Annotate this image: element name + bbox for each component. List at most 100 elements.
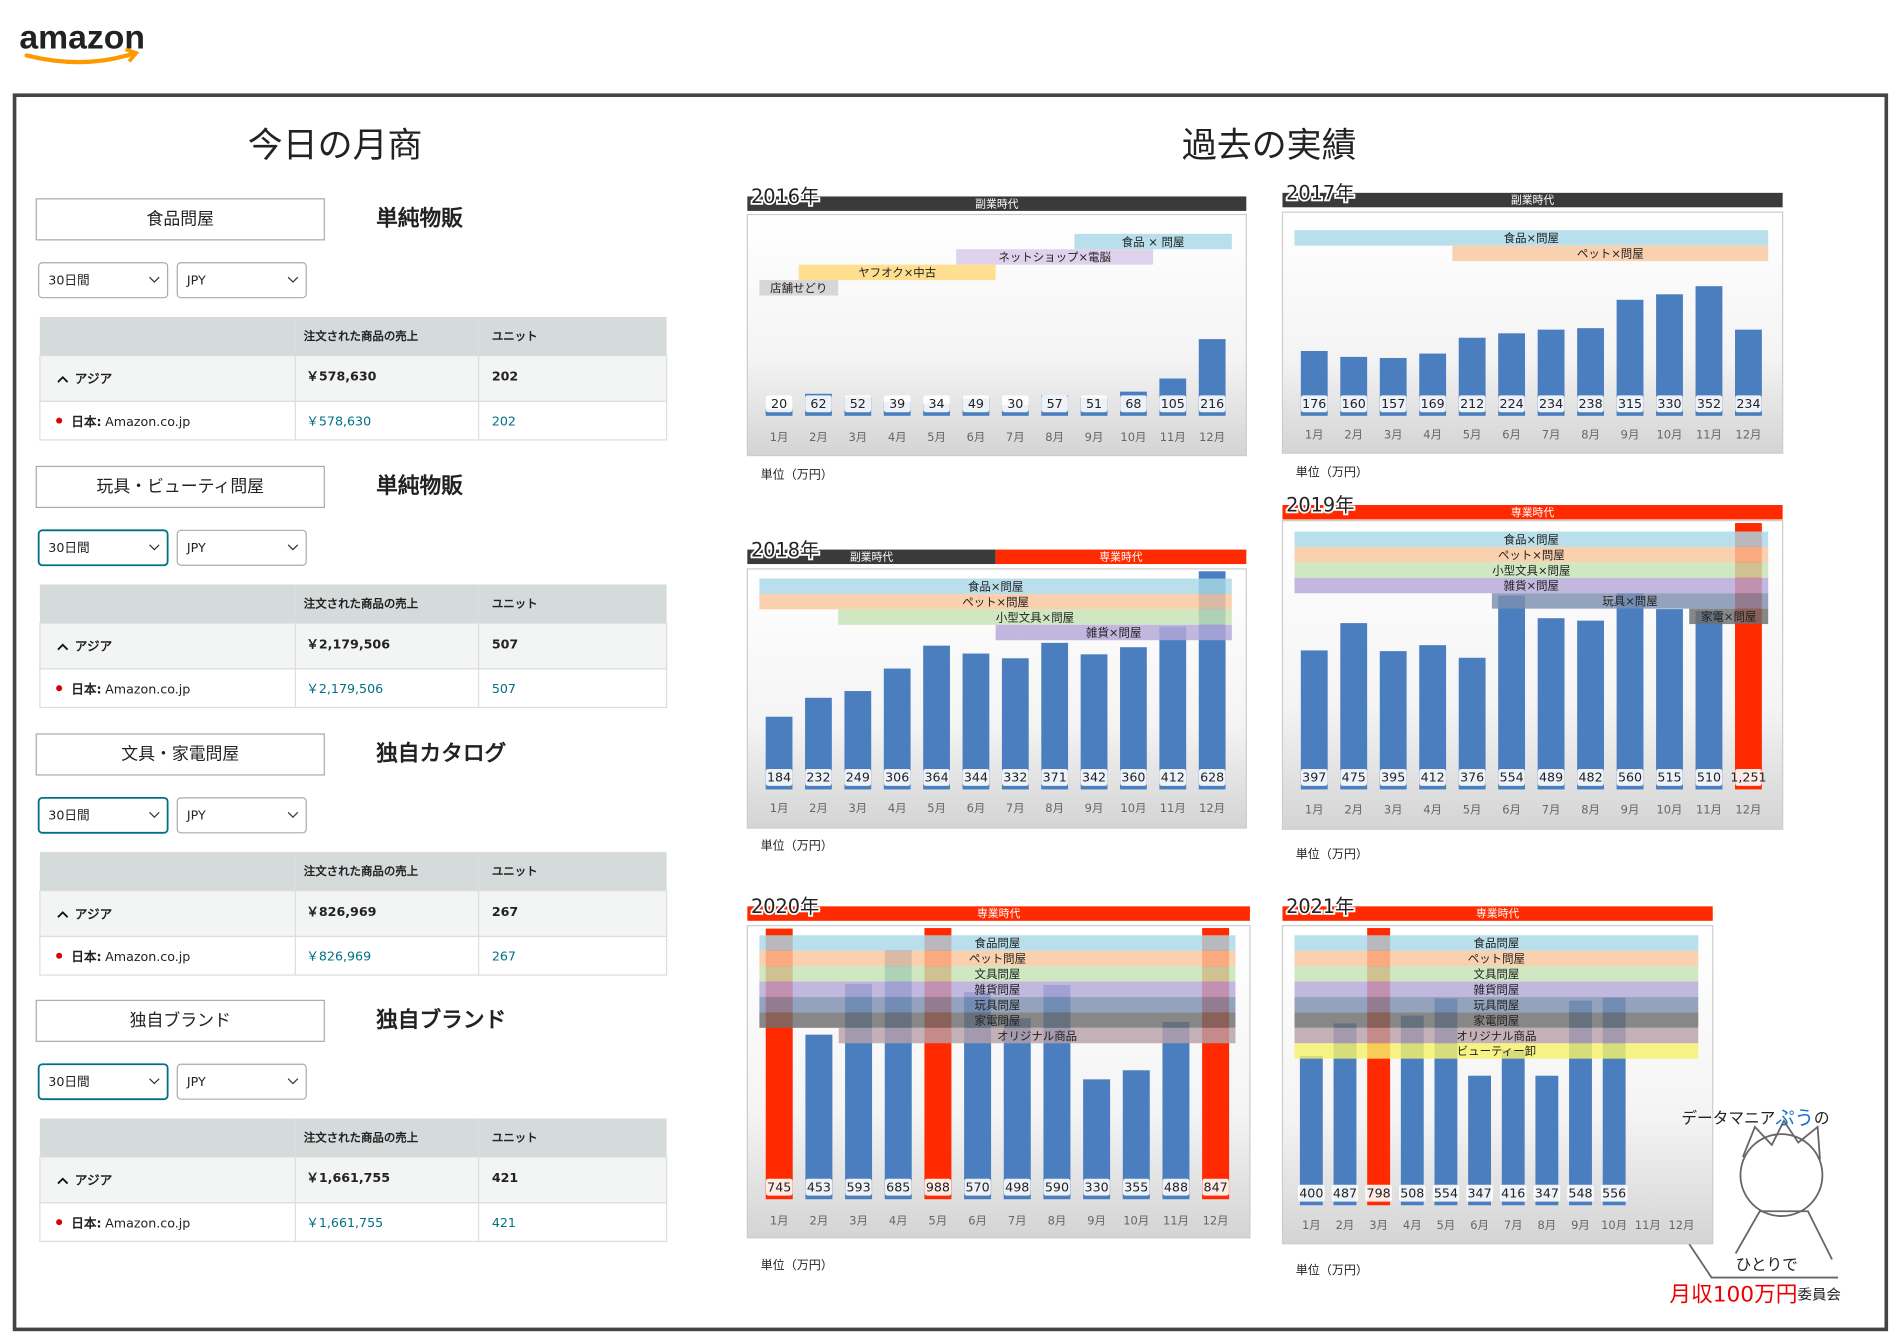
band-label: 食品問屋 <box>975 936 1021 950</box>
dropdown[interactable] <box>37 529 169 567</box>
band <box>759 966 1236 982</box>
sales: ￥1,661,755 <box>306 1215 383 1230</box>
value-label: 400 <box>1299 1185 1323 1200</box>
band <box>759 950 1236 967</box>
value-label: 224 <box>1500 396 1524 411</box>
value-label: 847 <box>1204 1179 1228 1194</box>
value-label-bg <box>844 395 872 413</box>
caret <box>57 911 69 918</box>
name-box <box>35 198 325 241</box>
region-sales: ￥578,630 <box>306 369 376 384</box>
value-label-bg <box>1123 1178 1150 1196</box>
value-label-bg <box>1537 768 1565 786</box>
month-label: 6月 <box>1502 428 1521 442</box>
band-label: 玩具×問屋 <box>1602 594 1657 608</box>
value-label: 745 <box>767 1179 791 1194</box>
band <box>798 264 996 281</box>
month-label: 2月 <box>1344 428 1363 442</box>
month-label: 5月 <box>1437 1218 1456 1232</box>
era-bar <box>995 549 1247 565</box>
dropdown[interactable] <box>37 1063 169 1101</box>
value-label: 412 <box>1161 769 1185 784</box>
value-label-bg <box>1340 768 1367 786</box>
value-label-bg <box>1419 768 1446 786</box>
month-label: 1月 <box>1305 428 1324 442</box>
mascot-text: データマニアぷうの <box>1681 1106 1829 1129</box>
dropdown[interactable] <box>38 262 169 299</box>
era-label: 副業時代 <box>850 550 893 563</box>
value-label-bg <box>883 768 911 786</box>
dropdown[interactable] <box>37 796 169 834</box>
bar <box>1400 1015 1424 1206</box>
unit-label: 単位（万円） <box>761 1257 833 1272</box>
band-label: 食品 × 問屋 <box>1122 235 1185 249</box>
value-label-bg <box>1498 395 1525 413</box>
chart-title: 2020年 <box>751 895 819 918</box>
band <box>1294 531 1769 547</box>
value-label: 515 <box>1657 769 1681 784</box>
month-label: 6月 <box>967 430 986 444</box>
value-label-bg <box>1298 1184 1325 1202</box>
month-label: 7月 <box>1006 801 1025 815</box>
value-label: 988 <box>926 1179 950 1194</box>
band-label: ペット×問屋 <box>1577 247 1644 261</box>
section-name: 文具・家電問屋 <box>121 743 239 763</box>
logo-arrow <box>124 47 140 63</box>
dropdown-chevron <box>149 276 160 283</box>
value-label: 364 <box>924 769 948 784</box>
band <box>1689 608 1769 625</box>
band-label: 雑貨×問屋 <box>1086 626 1141 640</box>
section-type: 単純物販 <box>376 205 463 231</box>
table-row <box>39 890 668 938</box>
value-label: 234 <box>1539 396 1563 411</box>
dropdown[interactable] <box>176 797 307 834</box>
country: 日本: <box>71 681 101 696</box>
value-label: 332 <box>1003 769 1027 784</box>
logo-smile <box>24 50 138 65</box>
band <box>838 609 1232 625</box>
band <box>1294 577 1769 594</box>
dropdown-value: 30日間 <box>48 272 89 287</box>
dropdown[interactable] <box>176 1063 307 1100</box>
month-label: 5月 <box>929 1213 948 1227</box>
value-label: 238 <box>1578 396 1602 411</box>
value-label-bg <box>1498 768 1525 786</box>
value-label: 628 <box>1200 769 1224 784</box>
band-label: 食品問屋 <box>1474 936 1520 950</box>
month-label: 5月 <box>927 801 946 815</box>
mascot-part: データマニア <box>1681 1108 1775 1127</box>
table-head: ユニット <box>492 864 538 878</box>
value-label-bg <box>1432 1184 1460 1202</box>
value-label-bg <box>765 768 793 786</box>
dropdown[interactable] <box>176 529 307 566</box>
month-label: 2月 <box>810 1213 829 1227</box>
value-label-bg <box>924 1178 952 1196</box>
value-label-bg <box>1340 395 1367 413</box>
value-label: 315 <box>1618 396 1642 411</box>
chart-title: 2016年 <box>751 185 819 208</box>
band-label: ビューティー卸 <box>1457 1044 1536 1058</box>
band <box>759 593 1232 610</box>
sales: ￥2,179,506 <box>306 681 383 696</box>
value-label: 570 <box>966 1179 990 1194</box>
table-head: 注文された商品の売上 <box>304 864 419 878</box>
month-label: 6月 <box>967 801 986 815</box>
band-label: 店舗せどり <box>770 281 827 295</box>
value-label: 49 <box>968 396 984 411</box>
value-label: 347 <box>1468 1185 1492 1200</box>
country: 日本: <box>71 1215 101 1230</box>
value-label: 184 <box>767 769 791 784</box>
value-label-bg <box>765 395 793 413</box>
era-label: 副業時代 <box>975 197 1018 210</box>
marketplace: 日本: Amazon.co.jp <box>71 681 190 696</box>
month-label: 7月 <box>1006 430 1025 444</box>
band <box>1294 1043 1699 1059</box>
band-label: 食品×問屋 <box>1504 231 1559 245</box>
month-label: 1月 <box>1305 802 1324 816</box>
era-bar <box>747 549 996 565</box>
bar <box>1695 286 1723 416</box>
value-label: 249 <box>846 769 870 784</box>
month-label: 9月 <box>1085 430 1104 444</box>
value-label: 39 <box>889 396 905 411</box>
dropdown[interactable] <box>176 262 307 299</box>
